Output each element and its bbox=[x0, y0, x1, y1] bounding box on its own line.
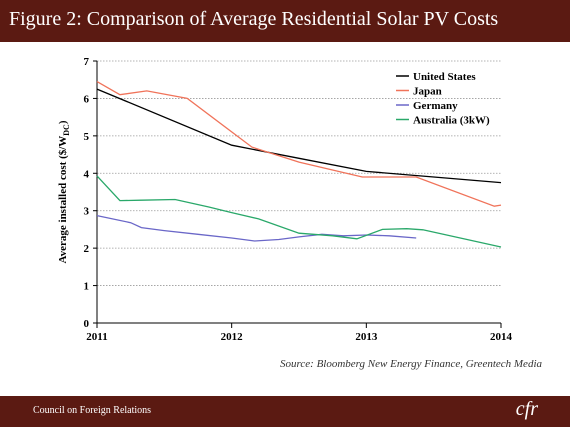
x-tick-label-2013: 2013 bbox=[355, 331, 378, 343]
y-tick-label-5: 5 bbox=[84, 131, 90, 143]
x-tick-label-2014: 2014 bbox=[490, 331, 513, 343]
legend-label-us: United States bbox=[413, 71, 476, 83]
y-tick-label-6: 6 bbox=[84, 93, 90, 105]
y-tick-label-3: 3 bbox=[84, 206, 90, 218]
cfr-logo: cfr bbox=[515, 398, 538, 420]
y-tick-label-0: 0 bbox=[84, 318, 90, 330]
footer-bar: Council on Foreign Relations cfr bbox=[0, 396, 570, 427]
footer-org: Council on Foreign Relations bbox=[33, 405, 152, 416]
y-axis-label: Average installed cost ($/WDC) bbox=[57, 120, 71, 263]
series-line-us bbox=[96, 88, 502, 184]
x-tick-label-2012: 2012 bbox=[221, 331, 244, 343]
line-chart: 0 1 2 3 4 5 6 7 2011 2012 2013 2014 Average installe… bbox=[57, 56, 513, 343]
x-tick-label-2011: 2011 bbox=[86, 331, 107, 343]
legend-label-japan: Japan bbox=[413, 86, 442, 98]
source-note: Source: Bloomberg New Energy Finance, Gr… bbox=[280, 358, 542, 370]
legend-label-australia: Australia (3kW) bbox=[413, 115, 490, 127]
y-tick-label-7: 7 bbox=[84, 56, 90, 68]
series-line-australia bbox=[96, 175, 502, 248]
chart-title: Figure 2: Comparison of Average Resident… bbox=[9, 8, 499, 30]
series-line-germany bbox=[96, 214, 417, 242]
legend-label-germany: Germany bbox=[413, 100, 458, 112]
y-tick-label-1: 1 bbox=[84, 281, 90, 293]
y-tick-label-4: 4 bbox=[84, 168, 90, 180]
series-line-japan bbox=[96, 81, 502, 207]
title-bar: Figure 2: Comparison of Average Resident… bbox=[0, 0, 570, 42]
y-tick-label-2: 2 bbox=[84, 243, 90, 255]
